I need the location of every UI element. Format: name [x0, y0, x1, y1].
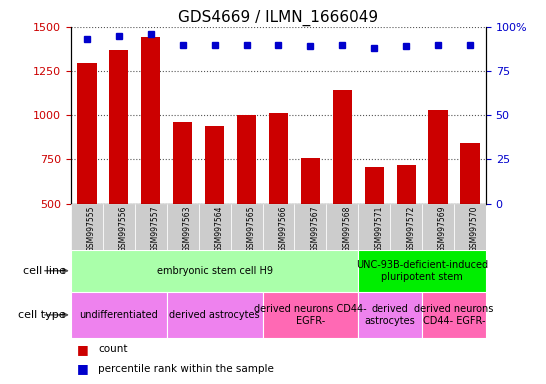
Bar [333, 89, 352, 292]
Text: UNC-93B-deficient-induced
pluripotent stem: UNC-93B-deficient-induced pluripotent st… [356, 260, 488, 281]
Bar [358, 292, 422, 338]
Bar [173, 122, 192, 292]
Bar [422, 204, 454, 250]
Text: GSM997572: GSM997572 [406, 206, 415, 252]
Bar [103, 204, 135, 250]
Text: ■: ■ [76, 362, 88, 375]
Text: embryonic stem cell H9: embryonic stem cell H9 [157, 266, 272, 276]
Text: undifferentiated: undifferentiated [80, 310, 158, 320]
Text: count: count [98, 344, 128, 354]
Text: GSM997571: GSM997571 [374, 206, 383, 252]
Bar [358, 204, 390, 250]
Bar [429, 110, 448, 292]
Text: cell type: cell type [18, 310, 66, 320]
Bar [327, 204, 358, 250]
Bar [301, 159, 320, 292]
Text: GSM997566: GSM997566 [278, 206, 287, 252]
Text: ■: ■ [76, 343, 88, 356]
Bar [109, 50, 128, 292]
Text: GSM997567: GSM997567 [310, 206, 319, 252]
Bar [237, 115, 256, 292]
Text: GSM997568: GSM997568 [342, 206, 351, 252]
Bar [263, 292, 358, 338]
Text: cell line: cell line [22, 266, 66, 276]
Text: GSM997570: GSM997570 [470, 206, 479, 252]
Text: derived
astrocytes: derived astrocytes [365, 304, 416, 326]
Bar [460, 144, 479, 292]
Title: GDS4669 / ILMN_1666049: GDS4669 / ILMN_1666049 [179, 9, 378, 25]
Bar [71, 204, 103, 250]
Bar [263, 204, 294, 250]
Bar [422, 292, 486, 338]
Bar [365, 167, 384, 292]
Bar [396, 165, 416, 292]
Bar [390, 204, 422, 250]
Bar [135, 204, 167, 250]
Bar [269, 113, 288, 292]
Bar [78, 63, 97, 292]
Text: GSM997564: GSM997564 [215, 206, 224, 252]
Text: GSM997569: GSM997569 [438, 206, 447, 252]
Bar [141, 36, 161, 292]
Bar [294, 204, 327, 250]
Text: GSM997563: GSM997563 [183, 206, 192, 252]
Bar [71, 250, 358, 292]
Bar [199, 204, 230, 250]
Text: GSM997565: GSM997565 [247, 206, 256, 252]
Text: GSM997557: GSM997557 [151, 206, 160, 252]
Bar [167, 292, 263, 338]
Text: percentile rank within the sample: percentile rank within the sample [98, 364, 274, 374]
Bar [71, 292, 167, 338]
Bar [358, 250, 486, 292]
Bar [230, 204, 263, 250]
Bar [205, 126, 224, 292]
Bar [454, 204, 486, 250]
Text: derived neurons
CD44- EGFR-: derived neurons CD44- EGFR- [414, 304, 494, 326]
Bar [167, 204, 199, 250]
Text: derived astrocytes: derived astrocytes [169, 310, 260, 320]
Text: GSM997556: GSM997556 [119, 206, 128, 252]
Text: derived neurons CD44-
EGFR-: derived neurons CD44- EGFR- [254, 304, 367, 326]
Text: GSM997555: GSM997555 [87, 206, 96, 252]
